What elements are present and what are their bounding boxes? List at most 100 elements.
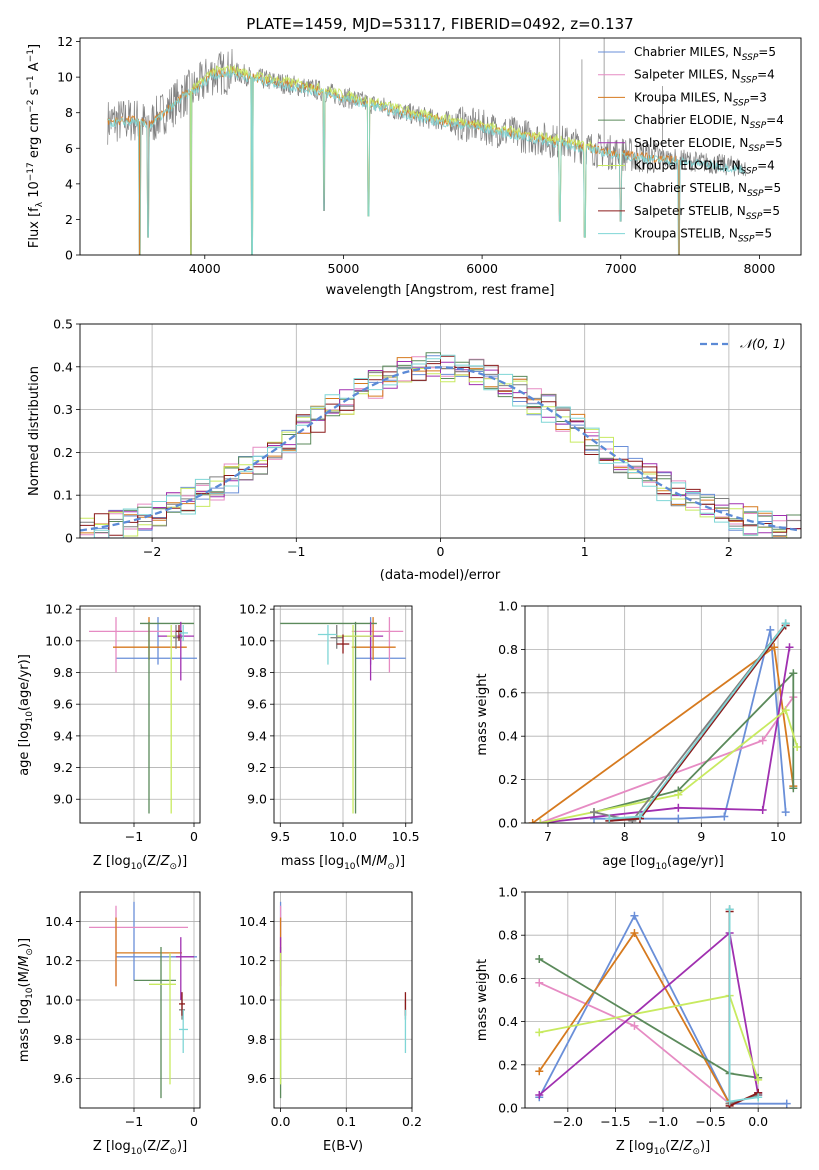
errorbar-point (115, 917, 182, 987)
y-tick-label: 0.0 (498, 816, 518, 831)
errorbar-point (134, 946, 176, 1099)
histogram-step (80, 354, 801, 538)
legend: Chabrier MILES, NSSP=5 Salpeter MILES, NS… (598, 45, 784, 245)
x-tick-label: 0.1 (336, 1114, 356, 1129)
y-tick-label: 10.0 (45, 993, 73, 1008)
errorbar-point (149, 952, 176, 1085)
y-tick-label: 9.6 (53, 697, 73, 712)
x-tick-label: −1.5 (600, 1114, 630, 1129)
y-tick-label: 6 (65, 141, 73, 156)
histogram-step (80, 368, 801, 538)
y-tick-label: 0.8 (498, 928, 518, 943)
y-tick-label: 0.0 (498, 1101, 518, 1116)
errorbar-point (179, 1009, 188, 1054)
histogram-step (80, 355, 801, 536)
y-tick-label: 12 (57, 34, 73, 49)
y-tick-label: 10.0 (239, 993, 267, 1008)
legend-label: Chabrier ELODIE, NSSP=4 (634, 113, 784, 131)
legend-label: Kroupa STELIB, NSSP=5 (634, 227, 772, 245)
x-tick-label: 0 (437, 544, 445, 559)
x-axis-label: E(B-V) (323, 1139, 363, 1154)
series-marker (630, 929, 639, 938)
y-tick-label: 10.2 (239, 953, 267, 968)
series-marker (605, 814, 614, 823)
y-tick-label: 0.5 (53, 317, 73, 332)
x-tick-label: −1.0 (648, 1114, 678, 1129)
x-tick-label: 9.5 (270, 829, 290, 844)
x-tick-label: 6000 (466, 261, 498, 276)
x-tick-label: 0.0 (271, 1114, 291, 1129)
legend-label: Chabrier MILES, NSSP=5 (634, 45, 776, 63)
mass_vs_Z-axes: −1 0 9.6 9.8 10.0 10.2 10.4 Z [log10(Z/Z⊙)] mass… (17, 891, 201, 1157)
legend-label: Salpeter MILES, NSSP=4 (634, 68, 775, 86)
y-tick-label: 9.2 (247, 760, 267, 775)
series-marker (781, 706, 790, 715)
x-tick-label: 0 (190, 829, 198, 844)
series-marker (535, 1067, 544, 1076)
legend-label: Chabrier STELIB, NSSP=5 (634, 181, 781, 199)
y-tick-label: 10.0 (45, 633, 73, 648)
series-marker (674, 790, 683, 799)
series-marker (782, 1099, 791, 1108)
y-axis-label: mass [log10(M/M⊙)] (17, 938, 35, 1062)
y-tick-label: 9.0 (247, 792, 267, 807)
errorbar-point (116, 901, 197, 981)
errorbar-point (280, 621, 377, 814)
spectrum-data-line (107, 48, 746, 255)
y-tick-label: 9.8 (247, 665, 267, 680)
errorbar-point (89, 905, 188, 987)
x-axis-label: mass [log10(M/M⊙)] (281, 854, 405, 872)
mass_vs_ebv-axes: 0.0 0.1 0.2 9.6 9.8 10.0 10.2 10.4 E(B-V) (239, 891, 422, 1154)
age_vs_mass-plot-area (280, 617, 406, 814)
x-tick-label: 9 (697, 829, 705, 844)
age_vs_mass-axes: 9.5 10.0 10.5 9.0 9.2 9.4 9.6 9.8 10.0 10.2 mass [… (239, 602, 419, 872)
x-tick-label: 7 (544, 829, 552, 844)
y-tick-label: 0.8 (498, 642, 518, 657)
series-marker (674, 803, 683, 812)
histogram-step (80, 359, 801, 537)
series-marker (766, 625, 775, 634)
series-marker (535, 954, 544, 963)
y-tick-label: 9.2 (53, 760, 73, 775)
x-tick-label: 0 (190, 1114, 198, 1129)
x-axis-label: Z [log10(Z/Z⊙)] (616, 1139, 710, 1157)
y-axis-label: mass weight (475, 959, 490, 1041)
x-tick-label: 10.5 (392, 829, 420, 844)
y-tick-label: 9.8 (247, 1032, 267, 1047)
series-marker (590, 808, 598, 817)
y-tick-label: 10.2 (45, 953, 73, 968)
massweight_vs_age-axes: 7 8 9 10 0.0 0.2 0.4 0.6 0.8 1.0 age [log10(age/yr… (475, 599, 802, 872)
series-marker (789, 669, 798, 678)
y-tick-label: 0.4 (498, 1014, 518, 1029)
series-marker (725, 1097, 734, 1106)
series-line (538, 913, 787, 1105)
y-tick-label: 1.0 (498, 599, 518, 614)
age_vs_Z-plot-area (89, 617, 197, 814)
series-marker (528, 819, 537, 823)
y-tick-label: 0.6 (498, 685, 518, 700)
massweight_vs_Z-plot-area (535, 905, 791, 1108)
axes-frame (79, 891, 201, 1109)
errorbar-point (179, 625, 188, 641)
x-tick-label: 8 (621, 829, 629, 844)
series-line (594, 629, 787, 820)
y-tick-label: 9.6 (53, 1071, 73, 1086)
mass_vs_ebv-plot-area (279, 901, 407, 1099)
series-marker (535, 1091, 544, 1100)
series-line (538, 958, 759, 1079)
mass_vs_Z-plot-area (89, 901, 197, 1099)
y-tick-label: 0.3 (53, 402, 73, 417)
series-marker (758, 805, 767, 814)
legend-label: Kroupa ELODIE, NSSP=4 (634, 159, 775, 177)
y-tick-label: 0.4 (53, 359, 73, 374)
errorbar-point (330, 625, 343, 649)
errorbar-point (336, 634, 350, 654)
x-axis-label: Z [log10(Z/Z⊙)] (93, 1139, 187, 1157)
axes-frame (79, 323, 802, 539)
y-tick-label: 9.6 (247, 697, 267, 712)
y-tick-label: 0.6 (498, 971, 518, 986)
series-marker (720, 812, 729, 821)
series-marker (628, 816, 637, 823)
y-axis-label: Normed distribution (27, 366, 42, 496)
errorbar-point (351, 617, 396, 660)
